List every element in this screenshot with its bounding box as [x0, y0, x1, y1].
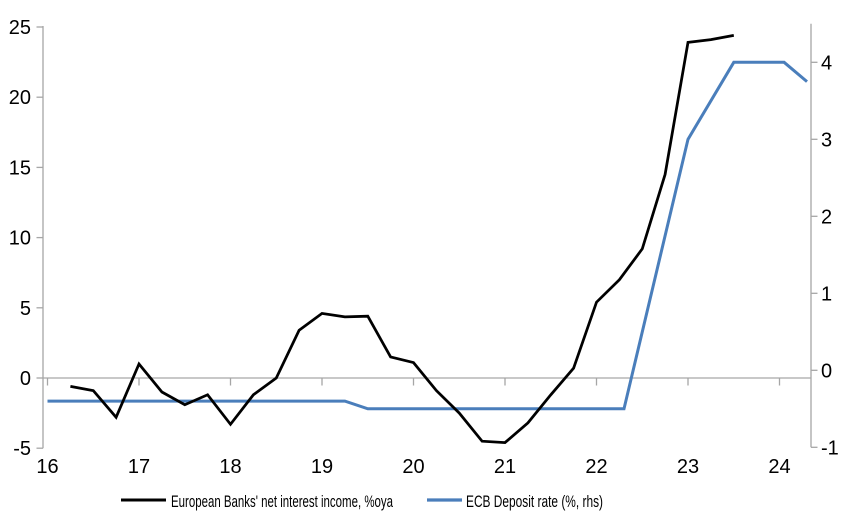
- left-axis-tick-label: 0: [20, 368, 31, 390]
- x-axis-tick-label: 23: [677, 456, 699, 478]
- series-line-european-banks-nii: [70, 34, 735, 445]
- right-axis-tick-label: 0: [821, 360, 832, 382]
- right-axis-tick-label: 4: [821, 52, 832, 74]
- right-axis-tick-label: -1: [821, 437, 839, 459]
- x-axis-tick-label: 20: [402, 456, 424, 478]
- x-axis-tick-label: 24: [768, 456, 790, 478]
- series-line-ecb-deposit-rate: [47, 60, 808, 411]
- x-axis-tick-label: 16: [36, 456, 58, 478]
- x-axis-tick-label: 17: [128, 456, 150, 478]
- legend-ecb-label: ECB Deposit rate (%, rhs): [466, 492, 603, 511]
- legend-nii-label: European Banks' net interest income, %oy…: [171, 492, 393, 511]
- x-axis-tick-label: 22: [585, 456, 607, 478]
- left-axis-tick-label: 15: [9, 157, 31, 179]
- series-lines-group: [47, 34, 808, 445]
- right-axis-tick-label: 3: [821, 129, 832, 151]
- left-axis-tick-label: 5: [20, 298, 31, 320]
- x-axis-tick-label: 19: [311, 456, 333, 478]
- axes-group: [36, 23, 818, 449]
- left-axis-tick-label: 25: [9, 17, 31, 39]
- x-axis-tick-label: 21: [494, 456, 516, 478]
- x-axis-tick-label: 18: [219, 456, 241, 478]
- legend: European Banks' net interest income, %oy…: [121, 492, 603, 511]
- left-axis-tick-label: 20: [9, 87, 31, 109]
- left-axis-tick-label: -5: [13, 438, 31, 460]
- right-axis-tick-label: 2: [821, 206, 832, 228]
- right-axis-tick-label: 1: [821, 283, 832, 305]
- left-axis-tick-label: 10: [9, 228, 31, 250]
